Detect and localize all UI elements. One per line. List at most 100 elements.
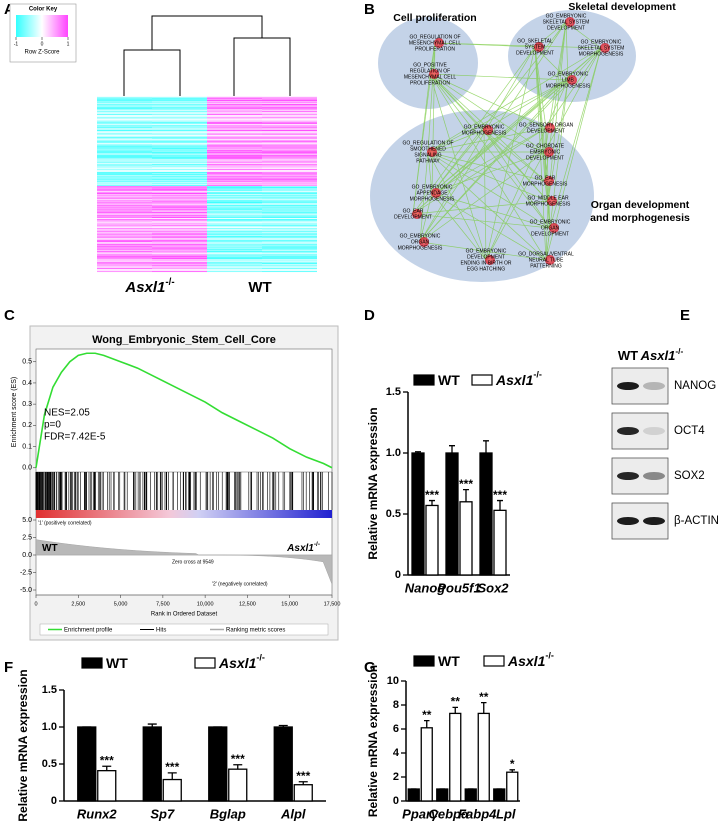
heatmap-cell [97,239,152,241]
node-label: SKELETAL SYSTEM [578,45,625,51]
y-tick-label: 4 [393,747,400,759]
heatmap-cell [97,116,152,118]
heatmap-cell [207,135,262,137]
heatmap-cell [262,184,317,186]
error-bar [483,440,489,453]
heatmap-cell [262,130,317,132]
heatmap-cell [152,135,207,137]
heatmap-cell [97,233,152,235]
node-label: SIGNALING [414,152,441,158]
heatmap-cell [207,174,262,176]
heatmap-cell [97,123,152,125]
heatmap-cell [207,220,262,222]
heatmap-cell [207,255,262,257]
network-node [544,176,554,186]
heatmap-cell [97,185,152,187]
heatmap-cell [262,262,317,264]
heatmap-cell [152,212,207,214]
node-label: LIMB [562,77,574,83]
network-edge [431,79,569,194]
heatmap-cell [262,249,317,251]
heatmap-cell [207,242,262,244]
heatmap-cell [262,167,317,169]
heatmap-cell [152,218,207,220]
heatmap-cell [97,248,152,250]
gsea-label: Asxl1-/- [286,541,320,554]
bar [293,784,313,802]
heatmap-cell [262,146,317,148]
heatmap-cell [97,126,152,128]
heatmap-cell [262,231,317,233]
x-tick-label: Runx2 [77,806,118,821]
heatmap-cell [97,252,152,254]
heatmap-cell [262,138,317,140]
network-edge [545,79,569,129]
heatmap-cell [97,190,152,192]
heatmap-cell [97,130,152,132]
network-edge [431,151,546,194]
heatmap-cell [97,220,152,222]
heatmap-cell [207,198,262,200]
legend-label: Asxl1-/- [218,653,265,671]
heatmap-cell [152,105,207,107]
heatmap-cell [152,216,207,218]
color-key-gradient [16,15,68,37]
heatmap-cell [97,226,152,228]
heatmap-cell [97,141,152,143]
heatmap-cell [97,203,152,205]
panel-label: G [364,659,376,676]
bar [407,788,420,802]
heatmap-cell [207,149,262,151]
heatmap-cell [97,264,152,266]
network-edge [419,241,547,261]
legend-label-sup: -/- [256,653,265,663]
heatmap-cell [262,163,317,165]
heatmap-cell [207,214,262,216]
y-tick-label: 0.0 [22,465,32,472]
network-node [547,196,557,206]
heatmap-cell [97,196,152,198]
heatmap-cell [207,157,262,159]
heatmap-cell [262,190,317,192]
heatmap-cell [97,179,152,181]
heatmap-cell [97,124,152,126]
heatmap-cell [207,115,262,117]
heatmap-cell [97,182,152,184]
heatmap-cell [262,136,317,138]
network-edge [427,151,487,261]
heatmap-cell [207,168,262,170]
heatmap-cell [262,165,317,167]
heatmap-cell [207,161,262,163]
significance: *** [231,752,245,766]
heatmap-cell [97,174,152,176]
significance: ** [422,708,432,722]
network-edge [427,42,436,153]
heatmap-cell [97,223,152,225]
bar [208,726,228,802]
column-label: Asxl1-/- [124,277,174,296]
heatmap-cell [262,226,317,228]
column-label: WT [248,279,271,296]
heatmap-cell [97,154,152,156]
heatmap-cell [207,247,262,249]
heatmap-cell [262,260,317,262]
network-edge [419,151,546,243]
heatmap-cell [262,181,317,183]
heatmap-cell [262,199,317,201]
heatmap-cell [152,210,207,212]
blot-row-label: OCT4 [674,425,705,437]
error-bar [497,499,503,511]
heatmap-cell [207,194,262,196]
heatmap-cell [262,108,317,110]
blot-band [643,427,665,435]
legend-swatch [81,657,103,669]
heatmap-cell [207,103,262,105]
node-label: MORPHOGENESIS [579,51,624,57]
heatmap-cell [207,121,262,123]
bar [445,452,459,576]
legend-label: Ranking metric scores [226,628,285,634]
heatmap-cell [152,113,207,115]
heatmap-cell [152,176,207,178]
heatmap-cell [207,111,262,113]
